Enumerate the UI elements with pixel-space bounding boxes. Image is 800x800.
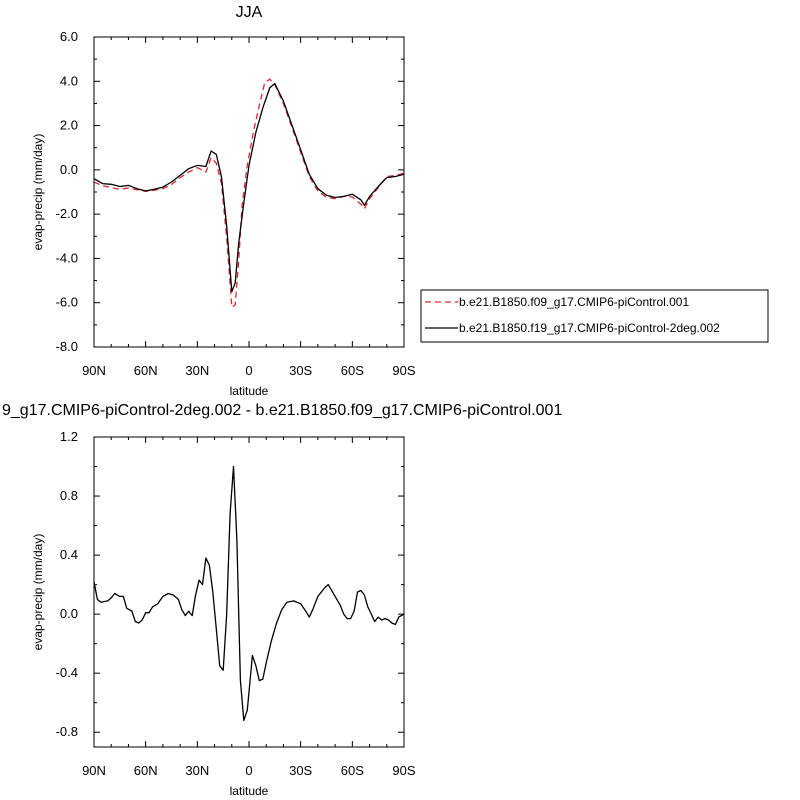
top-y-ticks: 6.0 4.0 2.0 0.0 -2.0 -4.0 -6.0 -8.0: [56, 29, 404, 354]
top-chart-title: JJA: [236, 4, 263, 21]
bottom-x-tick-label: 90N: [82, 763, 106, 778]
legend-label-series-1: b.e21.B1850.f09_g17.CMIP6-piControl.001: [459, 295, 689, 309]
top-plot-series: [93, 78, 405, 308]
bottom-x-tick-label: 60N: [134, 763, 158, 778]
top-y-tick-label: 4.0: [60, 73, 78, 88]
top-x-axis-label: latitude: [230, 384, 269, 398]
legend-frame: [420, 289, 769, 343]
legend-label-series-2: b.e21.B1850.f19_g17.CMIP6-piControl-2deg…: [459, 321, 720, 335]
top-plot-frame: [93, 36, 405, 348]
bottom-panel: 9_g17.CMIP6-piControl-2deg.002 - b.e21.B…: [2, 402, 562, 798]
bottom-x-tick-label: 30S: [289, 763, 312, 778]
bottom-x-tick-label: 60S: [341, 763, 364, 778]
bottom-y-axis-label: evap-precip (mm/day): [31, 534, 45, 651]
top-series-line-2: [93, 82, 405, 293]
top-y-tick-label: -4.0: [56, 250, 78, 265]
bottom-y-tick-label: 1.2: [60, 429, 78, 444]
legend: b.e21.B1850.f09_g17.CMIP6-piControl.001 …: [420, 289, 769, 343]
top-x-tick-label: 90S: [392, 363, 415, 378]
top-x-ticks: 90N 60N 30N 0 30S 60S 90S: [82, 37, 416, 378]
bottom-y-ticks: 1.2 0.8 0.4 0.0 -0.4 -0.8: [56, 429, 404, 739]
bottom-y-tick-label: 0.0: [60, 606, 78, 621]
bottom-chart-title: 9_g17.CMIP6-piControl-2deg.002 - b.e21.B…: [2, 402, 562, 419]
top-x-tick-label: 30N: [185, 363, 209, 378]
bottom-x-tick-label: 90S: [392, 763, 415, 778]
top-x-tick-label: 0: [245, 363, 252, 378]
top-x-tick-label: 60S: [341, 363, 364, 378]
bottom-x-axis-label: latitude: [230, 784, 269, 798]
bottom-series-line-1: [93, 465, 405, 722]
bottom-x-tick-label: 30N: [185, 763, 209, 778]
top-y-tick-label: 2.0: [60, 118, 78, 133]
top-x-tick-label: 60N: [134, 363, 158, 378]
bottom-y-tick-label: 0.8: [60, 488, 78, 503]
top-x-tick-label: 90N: [82, 363, 106, 378]
top-x-tick-label: 30S: [289, 363, 312, 378]
top-panel: JJA 6.0 4.0 2.0 0.0 -2.0 -4.0 -6.0 -8.0 90N 60N 3…: [31, 4, 769, 398]
top-y-tick-label: -8.0: [56, 339, 78, 354]
bottom-y-tick-label: -0.8: [56, 724, 78, 739]
top-y-tick-label: 0.0: [60, 162, 78, 177]
bottom-y-tick-label: -0.4: [56, 665, 78, 680]
bottom-plot-frame: [93, 436, 405, 748]
bottom-plot-series: [93, 465, 405, 722]
top-y-tick-label: -6.0: [56, 295, 78, 310]
bottom-x-tick-label: 0: [245, 763, 252, 778]
top-series-line-1: [93, 78, 405, 308]
bottom-x-ticks: 90N 60N 30N 0 30S 60S 90S: [82, 437, 416, 778]
top-y-axis-label: evap-precip (mm/day): [31, 134, 45, 251]
bottom-y-tick-label: 0.4: [60, 547, 78, 562]
top-y-tick-label: 6.0: [60, 29, 78, 44]
top-y-tick-label: -2.0: [56, 206, 78, 221]
